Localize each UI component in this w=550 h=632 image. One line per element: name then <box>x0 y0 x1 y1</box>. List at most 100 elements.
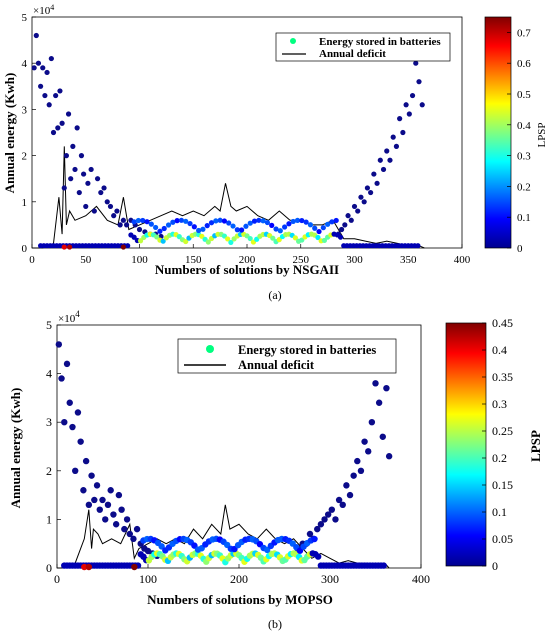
energy-point <box>328 506 336 513</box>
energy-point <box>183 238 189 245</box>
energy-point <box>335 496 343 504</box>
caption-b: (b) <box>268 617 282 631</box>
energy-point <box>157 228 163 234</box>
energy-point <box>321 516 328 523</box>
energy-point <box>77 438 84 445</box>
energy-point <box>38 83 44 89</box>
energy-point <box>96 506 103 513</box>
energy-point <box>368 189 374 196</box>
energy-point <box>361 199 367 205</box>
energy-point <box>387 157 393 163</box>
energy-point <box>85 563 93 571</box>
energy-point <box>50 129 57 136</box>
energy-point <box>403 102 409 108</box>
energy-point <box>63 153 69 159</box>
energy-point <box>126 530 133 538</box>
energy-point <box>372 380 379 387</box>
y-tick-label: 2 <box>22 151 28 163</box>
energy-point <box>125 243 131 249</box>
energy-point <box>348 217 354 223</box>
y-tick-label: 1 <box>22 197 28 209</box>
colorbar-tick-label: 0.2 <box>492 451 507 465</box>
x-tick-label: 350 <box>400 254 417 266</box>
energy-point <box>243 223 249 229</box>
energy-point <box>311 535 318 543</box>
energy-point <box>346 491 354 499</box>
y-tick-label: 0 <box>46 561 52 575</box>
energy-point <box>88 472 95 479</box>
energy-point <box>123 516 131 523</box>
energy-point <box>72 166 78 173</box>
energy-point <box>144 219 150 225</box>
energy-point <box>358 194 364 200</box>
energy-point <box>351 203 358 210</box>
energy-point <box>80 487 87 494</box>
energy-point <box>196 227 202 234</box>
legend-label-energy-b: Energy stored in batteries <box>238 343 376 357</box>
energy-point <box>276 237 282 243</box>
energy-point <box>178 217 185 223</box>
legend-marker-energy-b <box>206 345 214 353</box>
energy-point <box>294 217 301 223</box>
x-tick-label: 400 <box>454 254 471 266</box>
legend-b: Energy stored in batteries Annual defici… <box>177 338 397 374</box>
energy-point <box>333 217 339 224</box>
energy-point <box>61 185 67 191</box>
energy-point <box>234 227 240 233</box>
energy-point <box>383 384 390 392</box>
energy-point <box>317 521 325 528</box>
energy-point <box>205 239 211 245</box>
colorbar-ticks-a: 0 0.1 0.2 0.3 0.4 0.5 0.6 0.7 <box>507 27 531 255</box>
energy-point <box>63 360 71 368</box>
energy-point <box>130 535 137 543</box>
energy-point <box>415 243 421 249</box>
energy-point <box>256 217 262 223</box>
energy-point <box>225 236 231 242</box>
energy-point <box>131 234 137 240</box>
x-tick-label: 200 <box>239 254 256 266</box>
energy-point <box>81 171 87 177</box>
energy-point <box>226 220 232 226</box>
colorbar-tick-label: 0.45 <box>492 316 513 330</box>
legend-label-energy-a: Energy stored in batteries <box>319 36 441 48</box>
energy-point <box>111 213 117 219</box>
energy-point <box>208 220 215 226</box>
energy-point <box>368 419 376 426</box>
energy-point <box>74 125 80 131</box>
energy-point <box>33 32 39 39</box>
energy-point <box>174 218 180 224</box>
colorbar-tick-label: 0.15 <box>492 478 513 492</box>
colorbar-tick-label: 0.35 <box>492 370 513 384</box>
energy-point <box>413 60 419 66</box>
colorbar-ticks-b: 0 0.05 0.1 0.15 0.2 0.25 0.3 0.35 0.4 0.45 <box>482 316 513 573</box>
energy-point <box>98 189 104 196</box>
energy-point <box>31 65 37 71</box>
energy-point <box>339 226 345 233</box>
energy-point <box>213 218 219 224</box>
energy-point <box>148 221 154 227</box>
battery-energy-points-b <box>55 341 393 571</box>
energy-point <box>48 55 54 62</box>
colorbar-tick-label: 0.4 <box>517 120 531 132</box>
energy-point <box>357 467 365 474</box>
energy-point <box>419 102 425 108</box>
energy-point <box>320 225 326 231</box>
energy-point <box>120 217 126 223</box>
energy-point <box>269 222 275 228</box>
legend-label-deficit-b: Annual deficit <box>238 358 315 372</box>
energy-point <box>61 244 67 250</box>
x-tick-label: 300 <box>321 572 339 586</box>
x-tick-label: 100 <box>139 572 157 586</box>
y-tick-label: 5 <box>46 318 52 332</box>
caption-a: (a) <box>268 288 281 302</box>
energy-point <box>315 234 321 241</box>
x-tick-label: 0 <box>29 254 35 266</box>
energy-point <box>154 234 160 240</box>
energy-point <box>124 222 130 228</box>
energy-point <box>58 375 65 382</box>
colorbar-tick-label: 0 <box>492 559 498 573</box>
energy-point <box>251 218 258 224</box>
y-axis-label-b: Annual energy (Kwh) <box>8 388 23 509</box>
energy-point <box>307 222 314 228</box>
energy-point <box>55 125 61 131</box>
